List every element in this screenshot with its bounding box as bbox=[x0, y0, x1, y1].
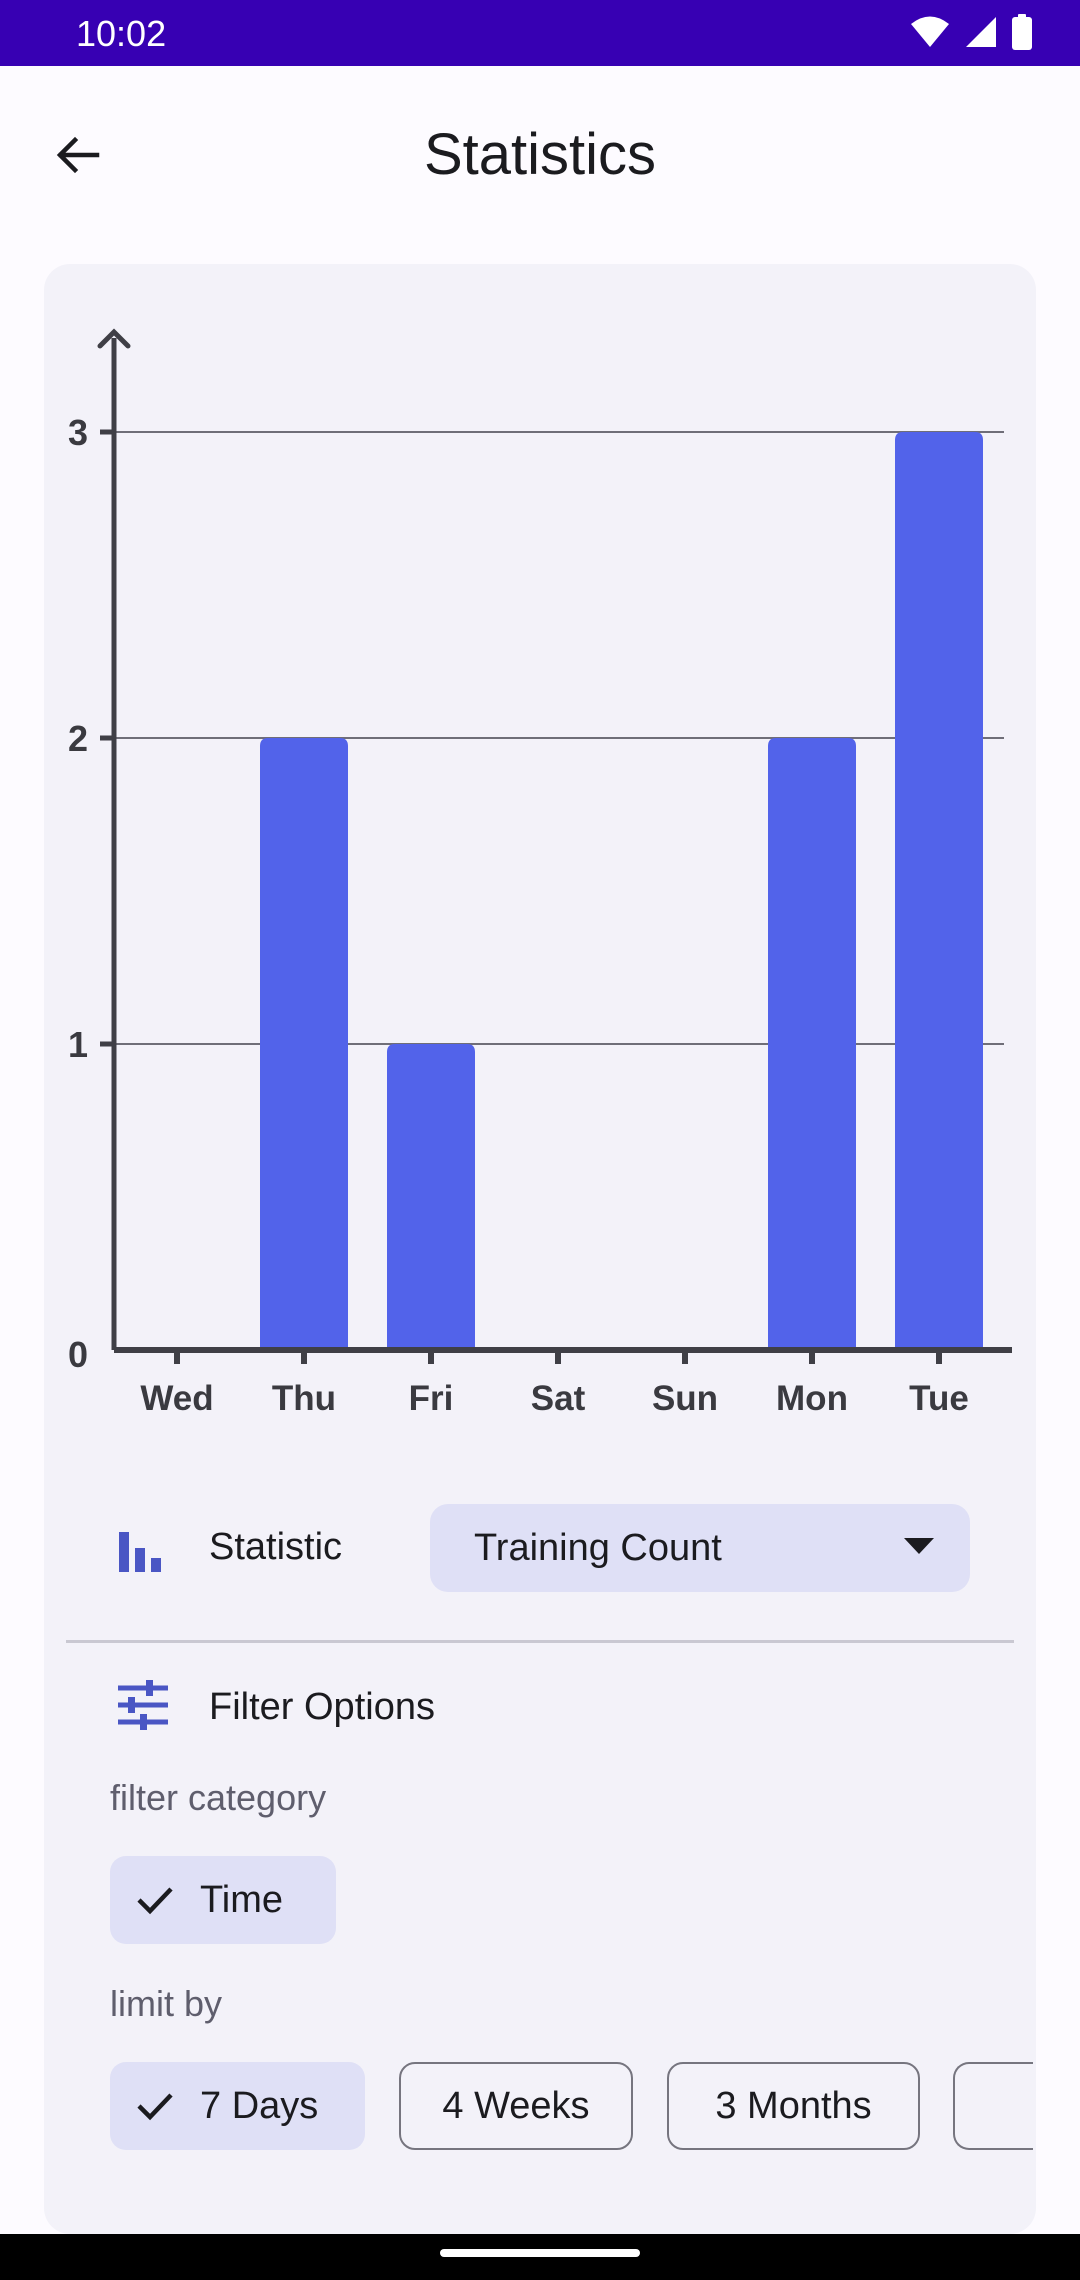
bar-chart-icon bbox=[119, 1532, 161, 1572]
statistics-card: 0 1 2 3 Wed Thu Fri Sat Sun Mon Tue Statistic Trai… bbox=[44, 264, 1036, 2234]
top-app-bar: Statistics bbox=[0, 66, 1080, 242]
home-handle[interactable] bbox=[440, 2249, 640, 2257]
x-tick-label-fri: Fri bbox=[409, 1379, 454, 1418]
y-axis-arrow bbox=[97, 328, 131, 349]
status-icons bbox=[910, 14, 1032, 50]
signal-icon bbox=[966, 17, 996, 47]
tune-icon bbox=[118, 1680, 168, 1730]
y-tick-label: 0 bbox=[68, 1334, 88, 1375]
y-tick-label: 3 bbox=[68, 412, 88, 453]
chip-3-months[interactable]: 3 Months bbox=[667, 2062, 920, 2150]
filter-options-title: Filter Options bbox=[209, 1686, 435, 1728]
chip-time[interactable]: Time bbox=[110, 1856, 336, 1944]
bar-chart: 0 1 2 3 Wed Thu Fri Sat Sun Mon Tue bbox=[68, 328, 1012, 1418]
filter-category-label: filter category bbox=[110, 1777, 327, 1818]
navigation-bar bbox=[0, 2234, 1080, 2280]
status-time: 10:02 bbox=[76, 13, 167, 54]
x-tick-label-tue: Tue bbox=[909, 1379, 969, 1418]
battery-icon bbox=[1012, 14, 1032, 50]
bar-fri bbox=[387, 1044, 475, 1350]
chip-partially-visible[interactable] bbox=[953, 2062, 1033, 2150]
x-tick-label-wed: Wed bbox=[140, 1379, 213, 1418]
bar-tue bbox=[895, 432, 983, 1350]
chip-label: 7 Days bbox=[200, 2084, 319, 2127]
x-tick-label-sun: Sun bbox=[652, 1379, 718, 1418]
bar-thu bbox=[260, 738, 348, 1350]
check-icon bbox=[137, 2093, 173, 2121]
arrow-back-icon bbox=[56, 136, 100, 174]
chip-label: 4 Weeks bbox=[442, 2084, 590, 2127]
chip-label: Time bbox=[200, 1878, 284, 1921]
limit-by-label: limit by bbox=[110, 1983, 223, 2024]
chip-4-weeks[interactable]: 4 Weeks bbox=[399, 2062, 633, 2150]
x-tick-label-thu: Thu bbox=[272, 1379, 336, 1418]
chip-label: 3 Months bbox=[715, 2084, 872, 2127]
wifi-icon bbox=[911, 16, 949, 47]
chip-7-days[interactable]: 7 Days bbox=[110, 2062, 365, 2150]
page-title: Statistics bbox=[423, 122, 657, 187]
divider bbox=[66, 1640, 1014, 1643]
statistic-dropdown[interactable]: Training Count bbox=[430, 1504, 970, 1592]
dropdown-arrow-icon bbox=[904, 1538, 934, 1554]
x-tick-label-mon: Mon bbox=[776, 1379, 848, 1418]
statistic-label: Statistic bbox=[209, 1526, 343, 1568]
x-tick-label-sat: Sat bbox=[531, 1379, 586, 1418]
check-icon bbox=[137, 1887, 173, 1915]
y-tick-label: 2 bbox=[68, 718, 88, 759]
bar-mon bbox=[768, 738, 856, 1350]
statistic-row: Statistic Training Count bbox=[44, 1502, 1036, 1592]
status-bar: 10:02 bbox=[0, 0, 1080, 66]
y-tick-label: 1 bbox=[68, 1024, 88, 1065]
back-button[interactable] bbox=[40, 118, 114, 192]
statistic-dropdown-value: Training Count bbox=[474, 1527, 722, 1569]
